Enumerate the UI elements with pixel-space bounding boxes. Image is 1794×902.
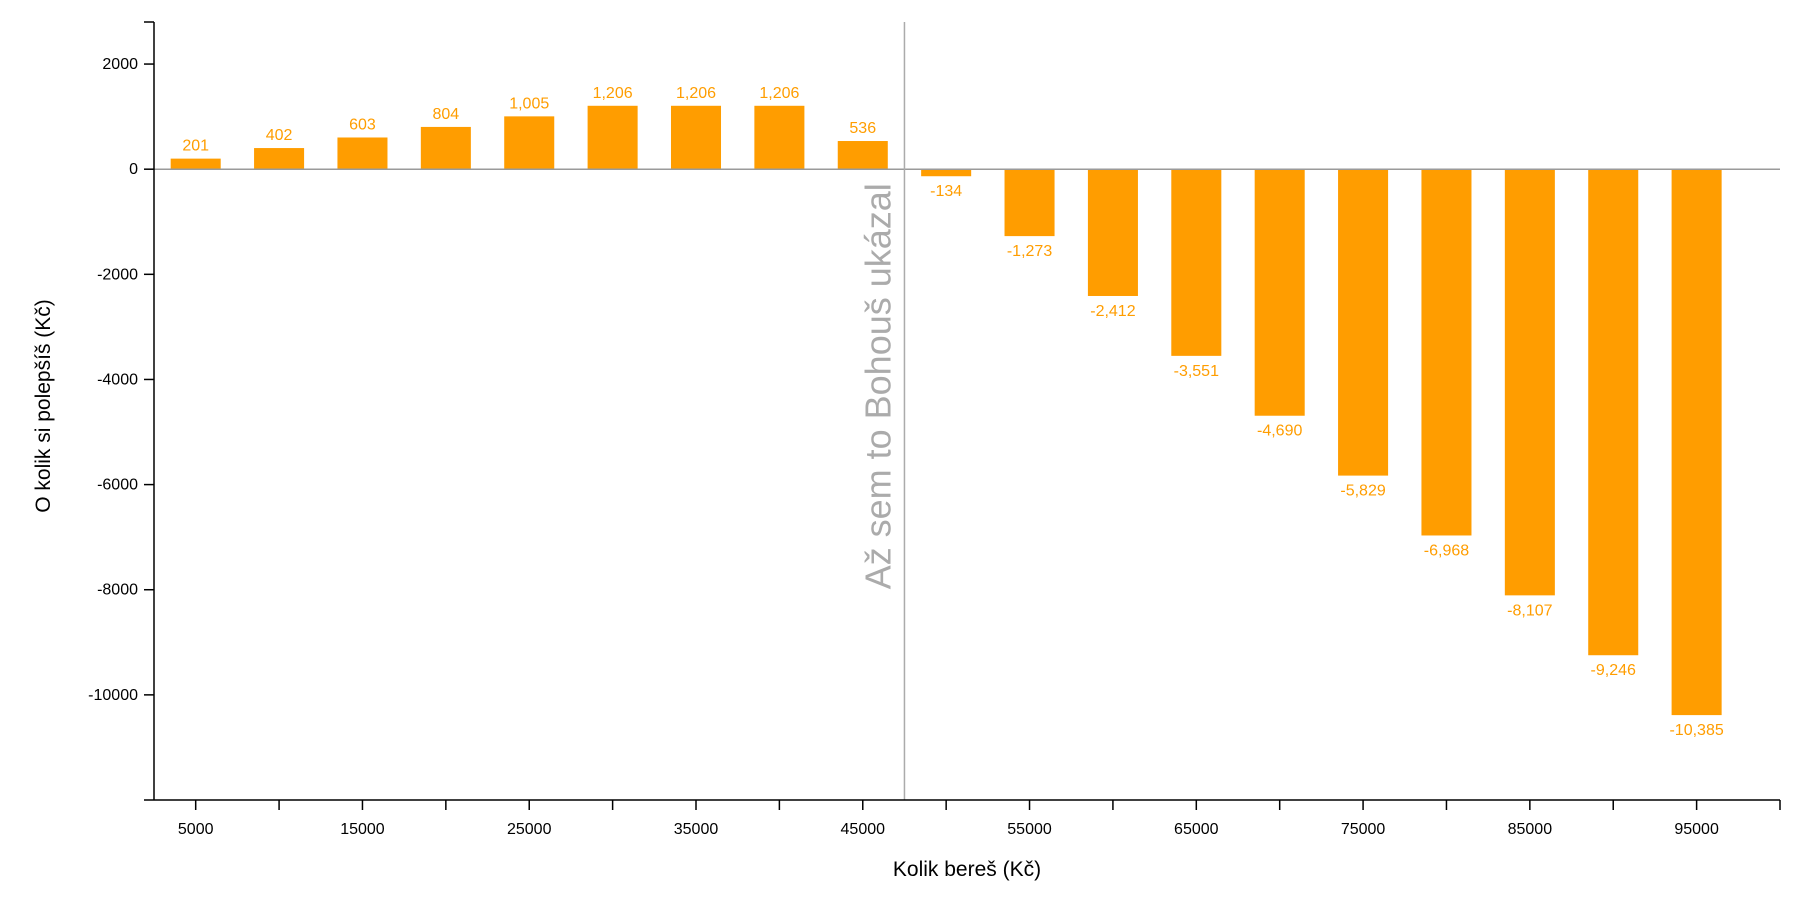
bar bbox=[587, 105, 638, 170]
x-tick-label: 45000 bbox=[841, 821, 886, 838]
bar-value-label: -9,246 bbox=[1591, 662, 1636, 679]
x-axis-title: Kolik bereš (Kč) bbox=[893, 858, 1041, 881]
bar-value-label: 1,206 bbox=[593, 85, 633, 102]
bar bbox=[1421, 169, 1472, 536]
x-tick-label: 75000 bbox=[1341, 821, 1386, 838]
y-tick-label: -4000 bbox=[97, 371, 138, 388]
bar bbox=[337, 137, 388, 170]
bar-value-label: -1,273 bbox=[1007, 243, 1052, 260]
y-tick-label: 2000 bbox=[102, 56, 138, 73]
bar-value-label: -10,385 bbox=[1669, 722, 1723, 739]
bar-value-label: 804 bbox=[432, 106, 459, 123]
bar bbox=[504, 116, 555, 170]
bar-value-label: 1,206 bbox=[759, 85, 799, 102]
bar-value-label: -3,551 bbox=[1174, 363, 1219, 380]
bar bbox=[837, 141, 888, 170]
x-tick-label: 95000 bbox=[1674, 821, 1719, 838]
x-tick-label: 55000 bbox=[1007, 821, 1052, 838]
bar-value-label: 402 bbox=[266, 127, 293, 144]
x-tick-label: 35000 bbox=[674, 821, 719, 838]
bar bbox=[1254, 169, 1305, 416]
bar-value-label: 1,005 bbox=[509, 95, 549, 112]
y-tick-label: -2000 bbox=[97, 266, 138, 283]
bar bbox=[754, 105, 805, 170]
y-tick-label: -10000 bbox=[88, 687, 138, 704]
y-axis: 2000 0 -2000 -4000 -6000 -8000 -10000 bbox=[88, 21, 154, 801]
y-tick-label: -8000 bbox=[97, 582, 138, 599]
bars bbox=[170, 105, 1722, 716]
bar bbox=[1588, 169, 1639, 656]
x-tick-label: 5000 bbox=[178, 821, 214, 838]
x-tick-label: 85000 bbox=[1508, 821, 1553, 838]
bar bbox=[1338, 169, 1389, 476]
bar bbox=[254, 148, 305, 170]
bar-value-label: 536 bbox=[849, 120, 876, 137]
x-tick-label: 15000 bbox=[340, 821, 385, 838]
bar-labels: 201 402 603 804 1,005 1,206 1,206 1,206 536 -134 -… bbox=[182, 85, 1724, 739]
bar bbox=[1504, 169, 1555, 596]
x-tick-label: 65000 bbox=[1174, 821, 1219, 838]
bar bbox=[921, 169, 972, 177]
bar-value-label: -8,107 bbox=[1507, 602, 1552, 619]
bar bbox=[170, 158, 221, 170]
y-axis-title: O kolik si polepšíš (Kč) bbox=[32, 299, 55, 513]
y-tick-label: 0 bbox=[129, 161, 138, 178]
bar-value-label: -5,829 bbox=[1340, 483, 1385, 500]
bar-value-label: 1,206 bbox=[676, 85, 716, 102]
bar bbox=[1171, 169, 1222, 356]
bar-value-label: 201 bbox=[182, 138, 209, 155]
bar-value-label: -4,690 bbox=[1257, 423, 1302, 440]
bar-value-label: -134 bbox=[930, 183, 962, 200]
bar bbox=[670, 105, 722, 170]
bar bbox=[1004, 169, 1055, 237]
bar-value-label: -2,412 bbox=[1090, 303, 1135, 320]
bar bbox=[1087, 169, 1138, 296]
x-axis: 5000 15000 25000 35000 45000 55000 65000 75000 8… bbox=[178, 800, 1781, 838]
bar-value-label: -6,968 bbox=[1424, 542, 1469, 559]
x-tick-label: 25000 bbox=[507, 821, 552, 838]
annotation-text: Až sem to Bohouš ukázal bbox=[857, 183, 898, 589]
bar bbox=[420, 126, 471, 170]
bar bbox=[1671, 169, 1722, 716]
y-tick-label: -6000 bbox=[97, 477, 138, 494]
bar-value-label: 603 bbox=[349, 116, 376, 133]
